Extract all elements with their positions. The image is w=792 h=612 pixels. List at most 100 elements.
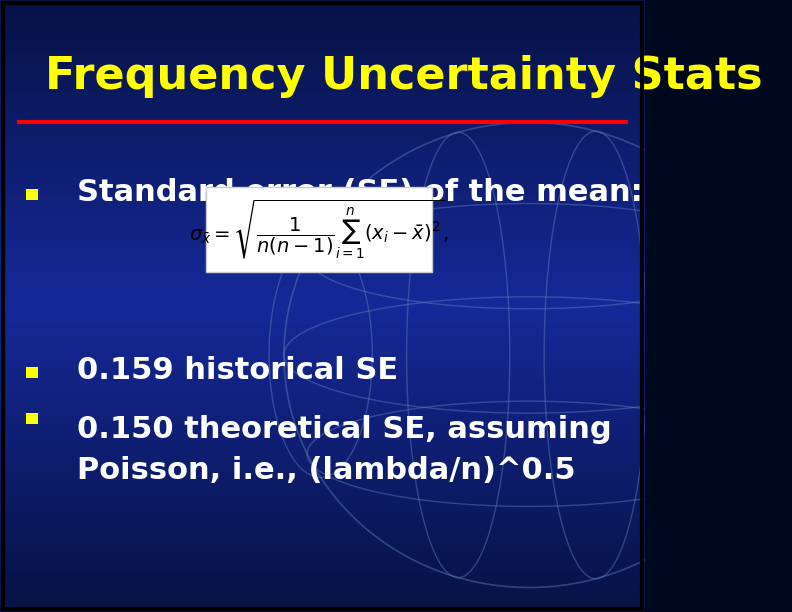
Bar bbox=[0, 548, 645, 551]
Bar bbox=[0, 6, 645, 9]
Bar bbox=[0, 34, 645, 37]
Bar bbox=[0, 462, 645, 465]
Bar bbox=[0, 0, 645, 3]
Bar bbox=[0, 49, 645, 52]
Bar bbox=[0, 499, 645, 502]
Bar bbox=[0, 233, 645, 236]
FancyBboxPatch shape bbox=[26, 190, 38, 201]
Bar bbox=[0, 327, 645, 330]
Bar bbox=[0, 520, 645, 523]
Bar bbox=[0, 490, 645, 493]
Bar bbox=[0, 239, 645, 242]
Bar bbox=[0, 217, 645, 220]
Bar bbox=[0, 603, 645, 606]
Bar bbox=[0, 422, 645, 425]
Bar bbox=[0, 211, 645, 214]
Bar bbox=[0, 597, 645, 600]
Bar bbox=[0, 80, 645, 83]
Bar bbox=[0, 205, 645, 208]
Bar bbox=[0, 600, 645, 603]
Bar bbox=[0, 324, 645, 327]
Bar bbox=[0, 581, 645, 584]
Bar bbox=[0, 465, 645, 468]
Bar bbox=[0, 539, 645, 542]
Bar bbox=[0, 153, 645, 156]
Bar bbox=[0, 306, 645, 309]
Bar bbox=[0, 263, 645, 266]
Bar bbox=[0, 245, 645, 248]
Bar bbox=[0, 594, 645, 597]
Bar bbox=[0, 376, 645, 379]
Bar bbox=[0, 266, 645, 269]
Bar bbox=[0, 181, 645, 184]
Bar bbox=[0, 428, 645, 431]
Bar bbox=[0, 24, 645, 28]
Bar bbox=[0, 340, 645, 343]
Bar bbox=[0, 190, 645, 193]
Bar bbox=[0, 187, 645, 190]
Bar bbox=[0, 86, 645, 89]
Bar bbox=[0, 560, 645, 563]
Bar bbox=[0, 474, 645, 477]
Bar bbox=[0, 147, 645, 150]
Bar bbox=[0, 569, 645, 572]
Bar bbox=[0, 119, 645, 122]
Bar bbox=[0, 104, 645, 107]
Bar bbox=[0, 196, 645, 199]
Bar bbox=[0, 318, 645, 321]
FancyBboxPatch shape bbox=[207, 187, 432, 272]
Bar bbox=[0, 122, 645, 125]
Bar bbox=[0, 37, 645, 40]
Bar bbox=[0, 285, 645, 288]
Bar bbox=[0, 529, 645, 532]
Bar bbox=[0, 532, 645, 536]
Bar bbox=[0, 386, 645, 389]
Bar bbox=[0, 337, 645, 340]
Bar bbox=[0, 43, 645, 46]
Bar bbox=[0, 101, 645, 104]
Text: 0.159 historical SE: 0.159 historical SE bbox=[78, 356, 398, 385]
Text: Standard error (SE) of the mean:: Standard error (SE) of the mean: bbox=[78, 178, 643, 207]
Bar bbox=[0, 395, 645, 398]
Bar bbox=[0, 563, 645, 566]
Bar bbox=[0, 404, 645, 407]
Bar bbox=[0, 606, 645, 609]
Bar bbox=[0, 483, 645, 487]
Bar bbox=[0, 416, 645, 419]
Bar bbox=[0, 505, 645, 508]
Bar bbox=[0, 554, 645, 557]
Bar bbox=[0, 294, 645, 297]
Bar bbox=[0, 487, 645, 490]
Bar bbox=[0, 251, 645, 254]
Bar bbox=[0, 223, 645, 226]
Bar bbox=[0, 31, 645, 34]
Bar bbox=[0, 508, 645, 511]
Bar bbox=[0, 459, 645, 462]
Bar bbox=[0, 367, 645, 370]
Bar bbox=[0, 156, 645, 159]
Bar bbox=[0, 297, 645, 300]
Bar bbox=[0, 373, 645, 376]
Bar bbox=[0, 493, 645, 496]
Bar bbox=[0, 413, 645, 416]
Bar bbox=[0, 269, 645, 272]
Bar bbox=[0, 309, 645, 312]
Bar bbox=[0, 441, 645, 444]
Text: Frequency Uncertainty Stats: Frequency Uncertainty Stats bbox=[45, 55, 763, 98]
Bar bbox=[0, 110, 645, 113]
Bar bbox=[0, 364, 645, 367]
Bar bbox=[0, 392, 645, 395]
Bar bbox=[0, 288, 645, 291]
Bar bbox=[0, 300, 645, 303]
Bar bbox=[0, 15, 645, 18]
Bar bbox=[0, 379, 645, 382]
Bar bbox=[0, 58, 645, 61]
Bar bbox=[0, 355, 645, 358]
Bar bbox=[0, 107, 645, 110]
Bar bbox=[0, 230, 645, 233]
Bar bbox=[0, 312, 645, 315]
Bar bbox=[0, 67, 645, 70]
Bar bbox=[0, 431, 645, 435]
Bar bbox=[0, 349, 645, 352]
Bar bbox=[0, 496, 645, 499]
